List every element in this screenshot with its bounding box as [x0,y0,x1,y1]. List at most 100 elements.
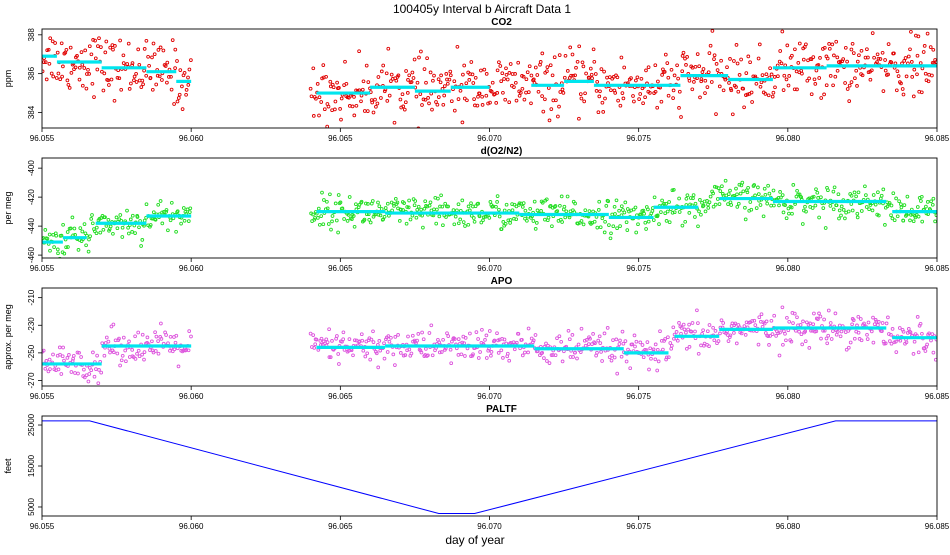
data-point [161,48,166,53]
data-point [89,217,94,221]
data-point [467,78,472,82]
data-point [65,230,70,234]
data-point [847,99,852,103]
data-point [883,341,888,346]
data-point [701,67,706,71]
data-point [406,78,410,82]
data-point [423,199,428,204]
data-point [602,69,606,74]
data-point [757,315,762,320]
data-point [470,72,475,77]
data-point [140,78,145,83]
data-point [666,355,671,360]
data-point [664,219,669,223]
data-point [804,320,809,325]
data-point [909,213,913,217]
data-point [140,352,144,357]
data-point [366,202,370,206]
data-point [508,62,513,66]
data-point [696,351,701,356]
panel-title-apo: APO [491,276,513,287]
data-point [180,84,184,89]
data-point [772,75,777,79]
data-point [763,192,768,197]
data-point [382,89,387,94]
data-point [727,81,731,85]
data-point [556,114,560,119]
data-point [103,215,107,220]
data-point [501,356,505,360]
data-point [500,71,505,76]
data-point [856,330,861,335]
data-point [733,321,738,326]
data-point [42,60,46,64]
data-point [477,214,482,219]
data-point [453,214,458,219]
data-point [426,96,430,100]
data-point [172,102,176,106]
data-point [43,228,48,232]
data-point [843,81,847,85]
data-point [456,97,461,101]
data-point [872,55,876,60]
data-point [756,342,761,347]
data-point [771,188,776,193]
data-point [856,314,861,319]
data-point [404,69,408,73]
data-point [508,221,512,225]
data-point [811,194,816,199]
data-point [902,59,907,63]
data-point [86,249,91,254]
data-point [852,336,857,341]
data-point [383,206,388,210]
data-point [347,337,352,341]
data-point [868,77,873,82]
data-point [595,225,600,230]
data-point [931,196,936,201]
data-point [657,222,661,226]
data-point [452,222,457,227]
data-point [368,357,373,362]
data-point [472,219,477,224]
data-point [691,196,695,201]
data-point [934,60,937,64]
data-point [487,329,492,333]
data-point [456,202,461,207]
data-point [66,82,71,87]
data-point [612,355,617,360]
data-point [739,331,744,336]
data-point [753,323,758,327]
data-point [173,66,177,70]
figure-title: 100405y Interval b Aircraft Data 1 [393,2,571,16]
data-point [148,223,153,227]
data-point [790,211,794,216]
data-point [734,43,739,47]
x-tick-label-co2: 96.080 [776,134,801,143]
data-point [378,213,383,218]
data-point [124,359,128,364]
data-point [647,367,651,372]
data-point [695,52,700,56]
data-point [429,323,434,328]
data-point [119,358,124,363]
data-point [516,332,521,336]
data-point [401,104,406,109]
data-point [59,372,64,376]
data-point [928,45,933,49]
data-point [667,200,671,204]
data-point [663,52,668,57]
data-point [889,341,894,346]
data-point [838,59,843,64]
data-point [632,333,637,338]
data-point [593,341,597,346]
data-point [43,366,48,371]
data-point [412,57,417,62]
data-point [789,339,794,344]
data-point [781,88,786,92]
data-point [130,348,135,352]
data-point [857,53,861,58]
data-point [128,217,133,222]
data-point [712,338,717,343]
data-point [80,62,85,67]
data-point [55,50,60,55]
